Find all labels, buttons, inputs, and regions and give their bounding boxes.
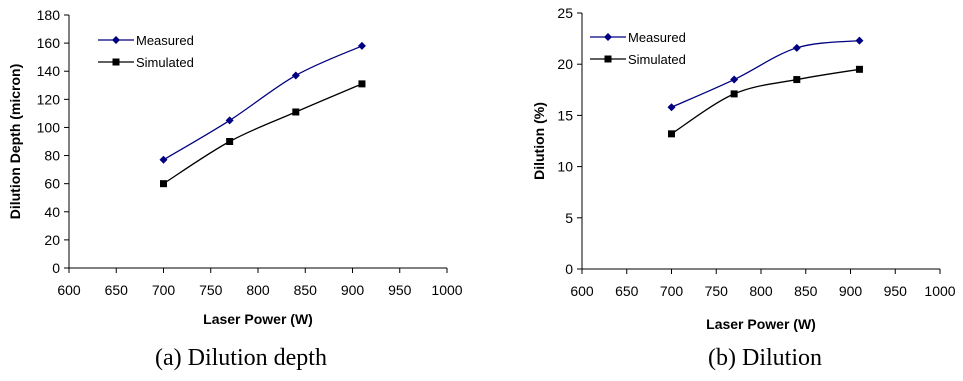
- dilution-chart: 0 5 10 15 20 25 600 650 700 750 800 850 900 950 1000 La…: [531, 5, 956, 332]
- data-point-simulated: [226, 138, 234, 145]
- y-tick-label: 25: [557, 5, 573, 21]
- x-tick-label: 1000: [924, 283, 955, 299]
- legend-label: Simulated: [628, 52, 686, 67]
- x-tick-label: 850: [794, 283, 818, 299]
- chart-caption: (b) Dilution: [708, 345, 822, 371]
- y-tick-label: 140: [37, 63, 61, 79]
- y-tick-label: 20: [44, 232, 60, 248]
- x-tick-label: 650: [105, 282, 129, 298]
- x-tick-label: 850: [294, 282, 318, 298]
- legend-label: Measured: [628, 30, 686, 45]
- y-axis-label: Dilution (%): [531, 102, 547, 180]
- y-tick-label: 10: [557, 159, 573, 175]
- series-line-simulated: [671, 68, 860, 135]
- data-point-simulated: [160, 180, 167, 188]
- x-tick-label: 700: [152, 282, 176, 298]
- y-tick-label: 60: [44, 176, 60, 192]
- x-axis-label: Laser Power (W): [706, 316, 816, 332]
- legend-diamond-icon: [604, 33, 612, 41]
- x-tick-label: 750: [705, 283, 729, 299]
- chart-panel-a: 0 20 40 60 80 100 120 140 160 180 600 650 700 750 800 8…: [7, 7, 463, 371]
- x-tick-label: 650: [615, 283, 639, 299]
- y-tick-label: 40: [44, 204, 60, 220]
- x-tick-label: 900: [839, 283, 863, 299]
- legend-diamond-icon: [112, 36, 120, 44]
- series-line-measured: [163, 45, 363, 161]
- legend-square-icon: [604, 55, 612, 63]
- y-tick-label: 5: [565, 210, 573, 226]
- y-tick-label: 15: [557, 107, 573, 123]
- legend-label: Simulated: [136, 55, 194, 70]
- x-tick-label: 900: [341, 282, 365, 298]
- chart-caption: (a) Dilution depth: [155, 345, 327, 371]
- x-tick-label: 800: [749, 283, 773, 299]
- data-point-measured: [159, 155, 168, 164]
- y-tick-label: 0: [565, 261, 573, 277]
- data-point-simulated: [793, 76, 801, 84]
- data-point-measured: [357, 41, 366, 50]
- data-point-simulated: [292, 108, 300, 116]
- x-tick-label: 800: [246, 282, 270, 298]
- data-point-simulated: [855, 65, 863, 73]
- x-tick-label: 950: [388, 282, 412, 298]
- data-point-simulated: [730, 90, 738, 98]
- series-line-simulated: [163, 83, 363, 185]
- y-tick-label: 20: [557, 56, 573, 72]
- x-tick-label: 600: [57, 282, 81, 298]
- data-point-measured: [667, 103, 676, 112]
- data-point-measured: [730, 75, 739, 84]
- series-line-measured: [671, 40, 860, 108]
- x-axis-label: Laser Power (W): [203, 311, 313, 327]
- data-point-measured: [225, 116, 234, 125]
- data-point-simulated: [358, 80, 366, 88]
- dilution-depth-chart: 0 20 40 60 80 100 120 140 160 180 600 650 700 750 800 8…: [7, 7, 463, 327]
- x-tick-label: 700: [660, 283, 684, 299]
- y-tick-label: 0: [52, 260, 60, 276]
- data-point-simulated: [668, 130, 675, 138]
- y-tick-label: 160: [37, 35, 61, 51]
- x-tick-label: 1000: [431, 282, 462, 298]
- chart-panel-b: 0 5 10 15 20 25 600 650 700 750 800 850 900 950 1000 La…: [482, 0, 963, 381]
- y-tick-label: 100: [37, 119, 61, 135]
- data-point-measured: [855, 36, 864, 45]
- data-point-measured: [291, 71, 300, 80]
- data-point-measured: [792, 43, 801, 52]
- legend-square-icon: [112, 58, 120, 66]
- y-tick-label: 120: [37, 91, 61, 107]
- y-tick-label: 80: [44, 148, 60, 164]
- y-tick-label: 180: [37, 7, 61, 23]
- x-tick-label: 750: [199, 282, 223, 298]
- x-tick-label: 600: [570, 283, 594, 299]
- y-axis-label: Dilution Depth (micron): [7, 64, 23, 220]
- x-tick-label: 950: [884, 283, 908, 299]
- legend-label: Measured: [136, 33, 194, 48]
